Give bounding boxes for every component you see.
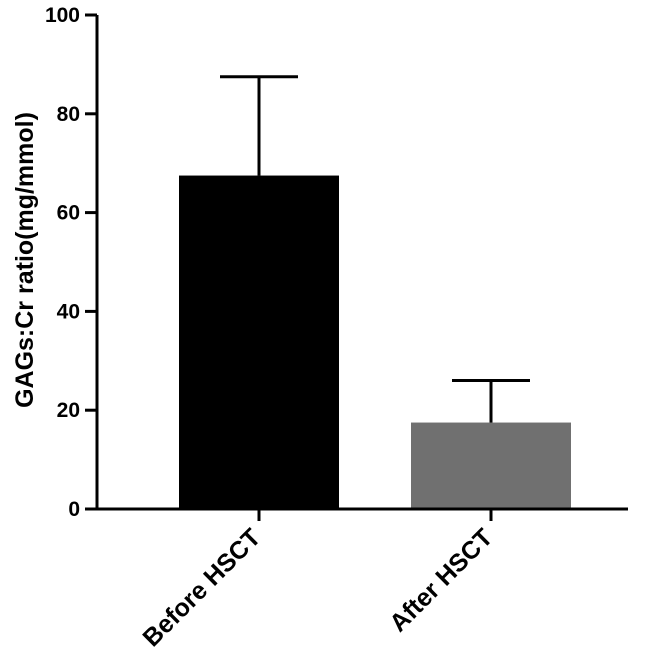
y-axis-title: GAGs:Cr ratio(mg/mmol) [11,112,39,408]
y-tick-label: 100 [45,4,80,27]
y-tick-label: 80 [57,103,80,126]
error-bars [220,75,530,423]
y-tick-label: 60 [57,202,80,225]
bar-before-hsct [179,175,339,510]
x-tick-label: Before HSCT [137,523,266,652]
x-tick-label: After HSCT [384,523,498,637]
x-tick-labels: Before HSCT After HSCT [137,509,498,652]
y-tick-label: 40 [57,300,80,323]
y-ticks: 0 20 40 60 80 100 [45,4,97,521]
bars [179,175,571,510]
bar-after-hsct [411,422,571,509]
y-tick-label: 0 [68,498,80,521]
y-tick-label: 20 [57,399,80,422]
